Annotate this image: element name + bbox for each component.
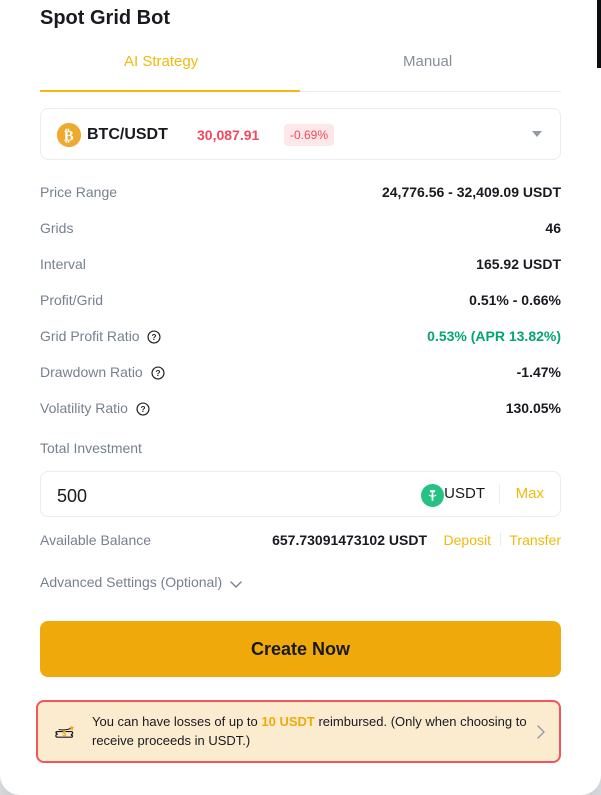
svg-text:?: ?: [155, 368, 160, 378]
svg-text:₿: ₿: [64, 128, 74, 144]
svg-text:?: ?: [152, 332, 157, 342]
svg-text:?: ?: [140, 404, 145, 414]
